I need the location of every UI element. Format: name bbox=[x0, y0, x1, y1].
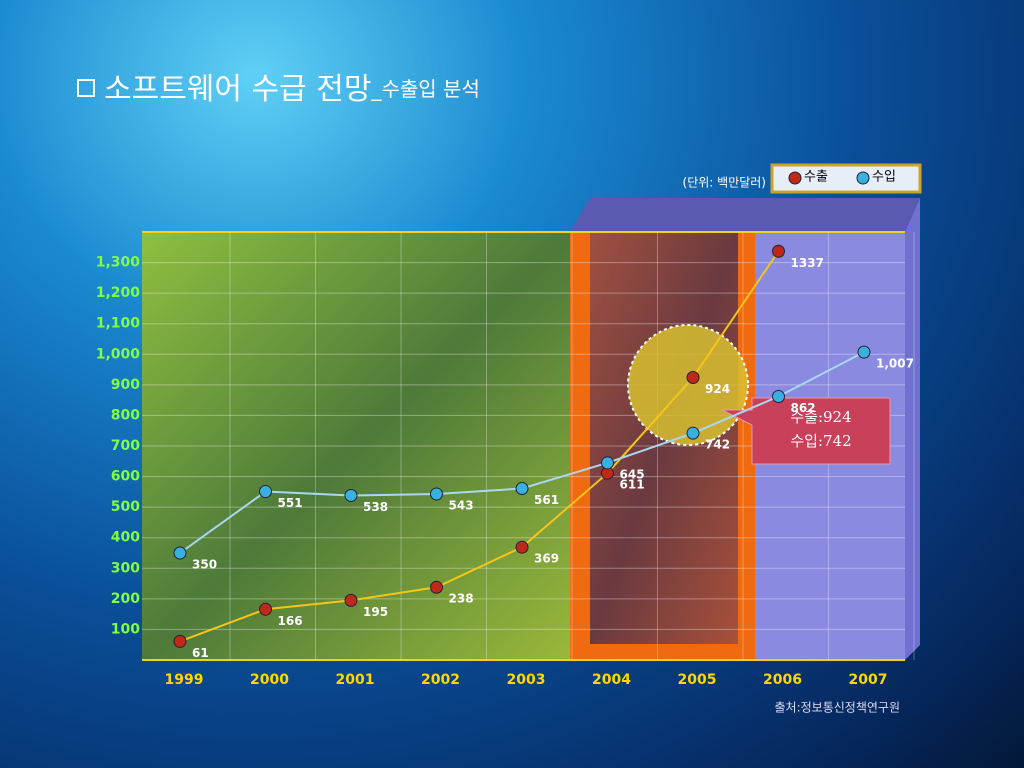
x-tick-label: 2000 bbox=[250, 672, 289, 688]
data-label: 551 bbox=[278, 496, 303, 510]
legend-label: 수입 bbox=[872, 170, 896, 185]
data-label: 924 bbox=[705, 382, 730, 396]
callout-text: 수출:924 bbox=[790, 408, 851, 426]
y-tick-label: 600 bbox=[111, 469, 140, 485]
x-tick-label: 1999 bbox=[165, 672, 204, 688]
data-label: 1337 bbox=[791, 256, 824, 270]
title-bullet bbox=[77, 79, 95, 97]
subtitle: _수출입 분석 bbox=[370, 77, 479, 101]
highlight-circle bbox=[627, 324, 749, 446]
data-point bbox=[259, 485, 272, 499]
data-point bbox=[686, 426, 700, 440]
y-tick-label: 1,100 bbox=[96, 316, 141, 332]
source: 출처:정보통신정책연구원 bbox=[775, 700, 900, 715]
chart-title: 소프트웨어 수급 전망_수출입 분석 bbox=[104, 72, 480, 107]
x-tick-label: 2003 bbox=[507, 672, 546, 688]
data-point bbox=[259, 602, 272, 616]
data-label: 862 bbox=[791, 401, 816, 415]
unit-note: (단위: 백만달러) bbox=[683, 176, 766, 190]
x-tick-label: 2007 bbox=[849, 672, 888, 688]
y-tick-label: 800 bbox=[111, 407, 140, 423]
data-point bbox=[173, 634, 187, 648]
x-tick-label: 2006 bbox=[763, 672, 802, 688]
data-label: 611 bbox=[620, 478, 645, 492]
data-point bbox=[515, 540, 529, 554]
data-label: 645 bbox=[620, 467, 645, 481]
data-point bbox=[344, 593, 358, 607]
y-tick-label: 1,000 bbox=[96, 346, 141, 362]
data-label: 195 bbox=[363, 605, 388, 619]
data-label: 742 bbox=[705, 438, 730, 452]
data-point bbox=[601, 456, 614, 470]
data-label: 1,007 bbox=[876, 357, 914, 371]
data-label: 369 bbox=[534, 552, 559, 566]
data-point bbox=[772, 389, 785, 403]
legend-marker bbox=[856, 171, 870, 185]
data-label: 538 bbox=[363, 500, 388, 514]
title-text: 소프트웨어 수급 전망 bbox=[104, 72, 371, 107]
data-point bbox=[173, 546, 187, 560]
data-point bbox=[772, 244, 785, 258]
y-tick-label: 1,300 bbox=[96, 255, 141, 271]
data-point bbox=[515, 481, 529, 495]
data-label: 166 bbox=[278, 614, 303, 628]
data-point bbox=[344, 489, 358, 503]
data-label: 61 bbox=[192, 646, 209, 660]
data-point bbox=[430, 487, 443, 501]
callout-text: 수입:742 bbox=[790, 432, 851, 450]
data-label: 543 bbox=[449, 498, 474, 512]
x-tick-label: 2002 bbox=[421, 672, 460, 688]
y-tick-label: 300 bbox=[111, 560, 140, 576]
y-tick-label: 1,200 bbox=[96, 285, 141, 301]
plot-area bbox=[142, 232, 572, 660]
series-line bbox=[179, 250, 780, 643]
legend-marker bbox=[788, 171, 802, 185]
y-tick-label: 400 bbox=[111, 530, 140, 546]
y-tick-label: 700 bbox=[111, 438, 140, 454]
y-tick-label: 900 bbox=[111, 377, 140, 393]
x-tick-label: 2004 bbox=[592, 672, 631, 688]
data-point bbox=[686, 371, 700, 385]
data-label: 238 bbox=[449, 592, 474, 606]
data-label: 561 bbox=[534, 493, 559, 507]
data-label: 350 bbox=[192, 558, 217, 572]
y-tick-label: 200 bbox=[111, 591, 140, 607]
box-top bbox=[570, 198, 920, 232]
legend-label: 수출 bbox=[804, 170, 828, 185]
y-tick-label: 500 bbox=[111, 499, 140, 515]
data-point bbox=[430, 580, 443, 594]
box-side bbox=[905, 198, 920, 660]
x-tick-label: 2001 bbox=[336, 672, 375, 688]
data-point bbox=[857, 345, 871, 359]
x-tick-label: 2005 bbox=[678, 672, 717, 688]
y-tick-label: 100 bbox=[111, 621, 140, 637]
